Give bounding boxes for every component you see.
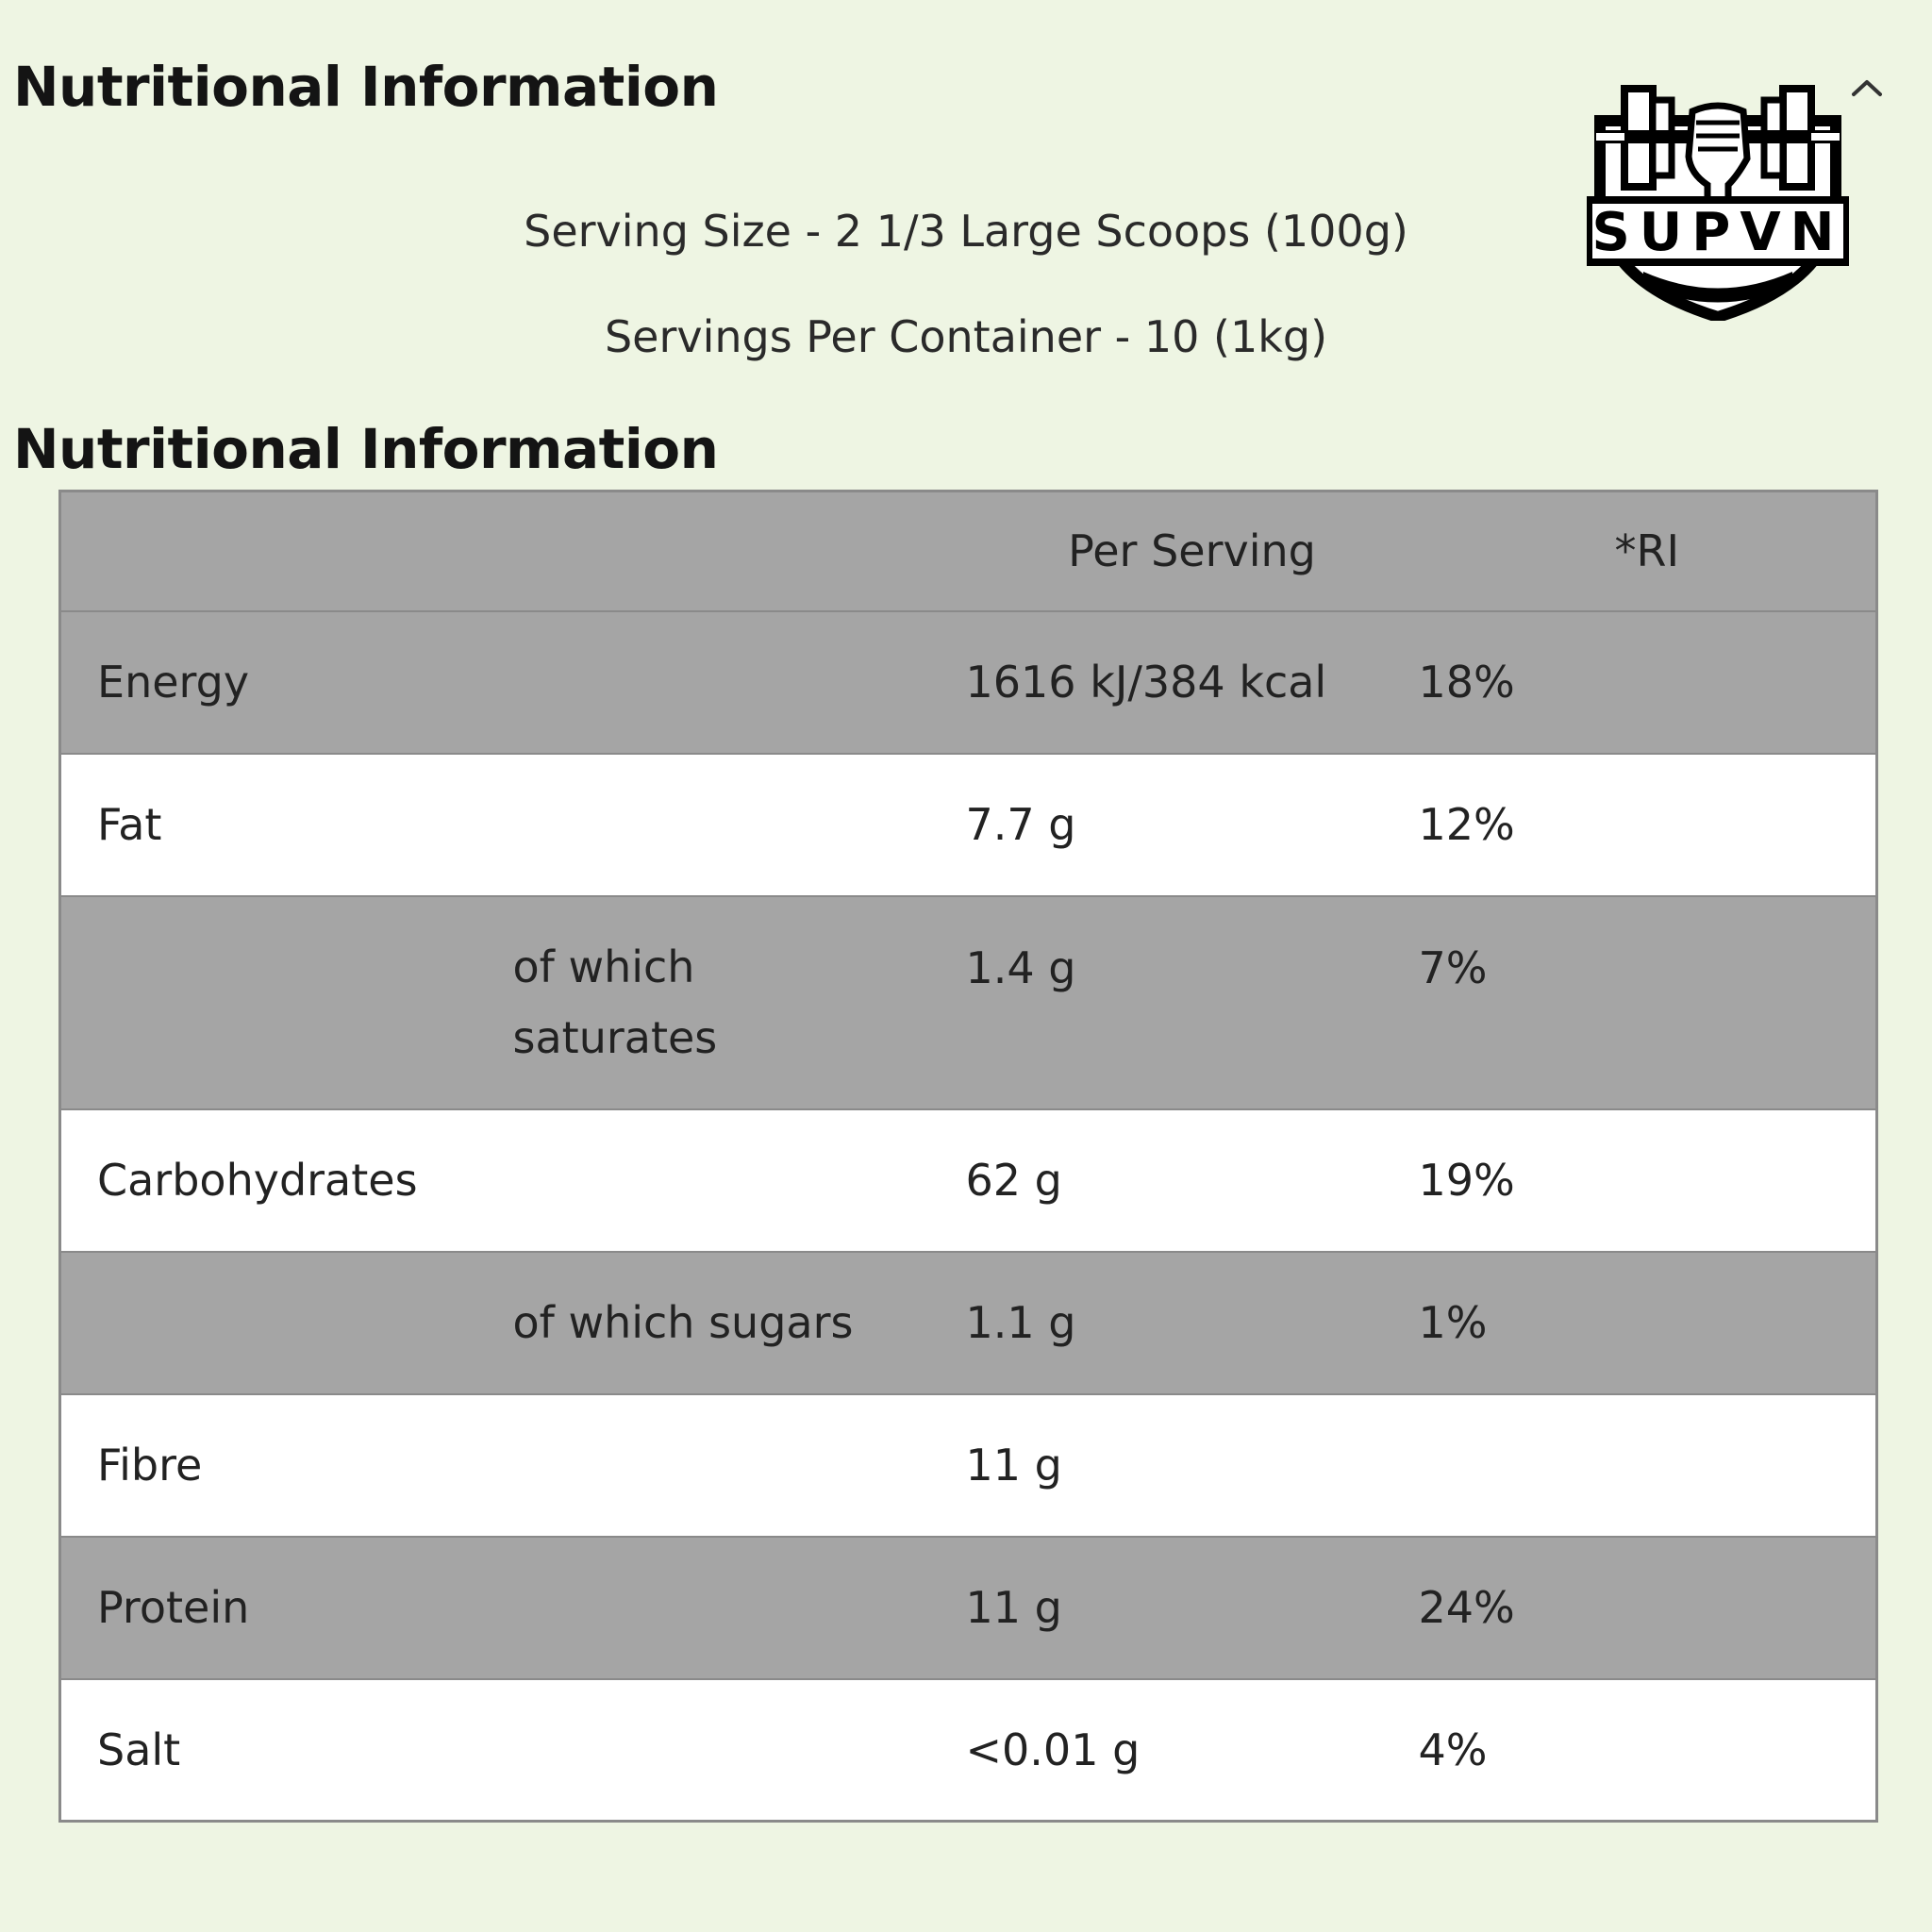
svg-text:SUPVN: SUPVN — [1591, 202, 1843, 263]
nutrient-subname — [512, 1108, 966, 1252]
per-serving-value: 1.1 g — [965, 1250, 1419, 1394]
table-row: Fat 7.7 g 12% — [59, 752, 1877, 896]
table-row: Carbohydrates 62 g 19% — [59, 1108, 1877, 1252]
table-header-row: Per Serving *RI — [59, 491, 1877, 611]
ri-value: 18% — [1418, 609, 1877, 754]
table-row: Protein 11 g 24% — [59, 1535, 1877, 1679]
nutrient-subname — [512, 752, 966, 896]
ri-value: 7% — [1418, 894, 1877, 1109]
nutrient-name: Fibre — [59, 1392, 513, 1537]
header-ri: *RI — [1418, 491, 1877, 611]
servings-per-container-text: Servings Per Container - 10 (1kg) — [604, 311, 1328, 362]
table-row: of which sugars 1.1 g 1% — [59, 1250, 1877, 1394]
nutrient-name: Fat — [59, 752, 513, 896]
per-serving-value: <0.01 g — [965, 1677, 1419, 1822]
serving-size-text: Serving Size - 2 1/3 Large Scoops (100g) — [524, 206, 1408, 257]
supvn-logo: SUPVN — [1587, 85, 1849, 321]
table-row: Salt <0.01 g 4% — [59, 1677, 1877, 1822]
table-title: Nutritional Information — [13, 417, 719, 481]
collapse-button[interactable] — [1843, 64, 1890, 111]
nutrient-name: Energy — [59, 609, 513, 754]
header-per-serving: Per Serving — [965, 491, 1419, 611]
chevron-up-icon — [1852, 80, 1882, 96]
ri-value: 1% — [1418, 1250, 1877, 1394]
table-row: of which saturates 1.4 g 7% — [59, 894, 1877, 1109]
nutrient-subname — [512, 1535, 966, 1679]
ri-value: 19% — [1418, 1108, 1877, 1252]
per-serving-value: 1616 kJ/384 kcal — [965, 609, 1419, 754]
header-cell-empty — [59, 491, 513, 611]
per-serving-value: 1.4 g — [965, 894, 1419, 1109]
ri-value: 4% — [1418, 1677, 1877, 1822]
per-serving-value: 11 g — [965, 1392, 1419, 1537]
ri-value — [1418, 1392, 1877, 1537]
ri-value: 24% — [1418, 1535, 1877, 1679]
nutrient-name: Salt — [59, 1677, 513, 1822]
nutrient-subname — [512, 1392, 966, 1537]
nutrient-name: Carbohydrates — [59, 1108, 513, 1252]
nutrition-table: Per Serving *RI Energy 1616 kJ/384 kcal … — [58, 490, 1878, 1823]
nutrient-subname — [512, 609, 966, 754]
nutrient-subname: of which sugars — [512, 1250, 966, 1394]
nutrient-name: Protein — [59, 1535, 513, 1679]
table-row: Fibre 11 g — [59, 1392, 1877, 1537]
nutrient-name — [59, 894, 513, 1109]
nutrient-subname: of which saturates — [512, 941, 718, 1063]
nutrient-name — [59, 1250, 513, 1394]
table-row: Energy 1616 kJ/384 kcal 18% — [59, 609, 1877, 754]
per-serving-value: 11 g — [965, 1535, 1419, 1679]
per-serving-value: 62 g — [965, 1108, 1419, 1252]
ri-value: 12% — [1418, 752, 1877, 896]
per-serving-value: 7.7 g — [965, 752, 1419, 896]
section-title: Nutritional Information — [13, 55, 719, 119]
nutrient-subname — [512, 1677, 966, 1822]
header-cell-empty — [512, 491, 966, 611]
